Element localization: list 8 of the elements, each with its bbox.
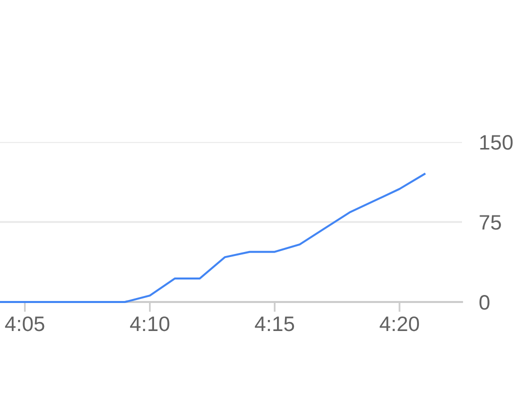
y-tick-label: 0 [479, 295, 490, 310]
x-tick-label: 4:10 [130, 316, 170, 332]
x-tick-label: 4:15 [254, 316, 294, 332]
x-tick-label: 4:20 [380, 316, 419, 332]
line-series [0, 173, 426, 303]
y-tick-label: 150 [480, 135, 513, 150]
y-tick-label: 75 [480, 215, 501, 230]
x-tick-label: 4:05 [5, 316, 44, 332]
